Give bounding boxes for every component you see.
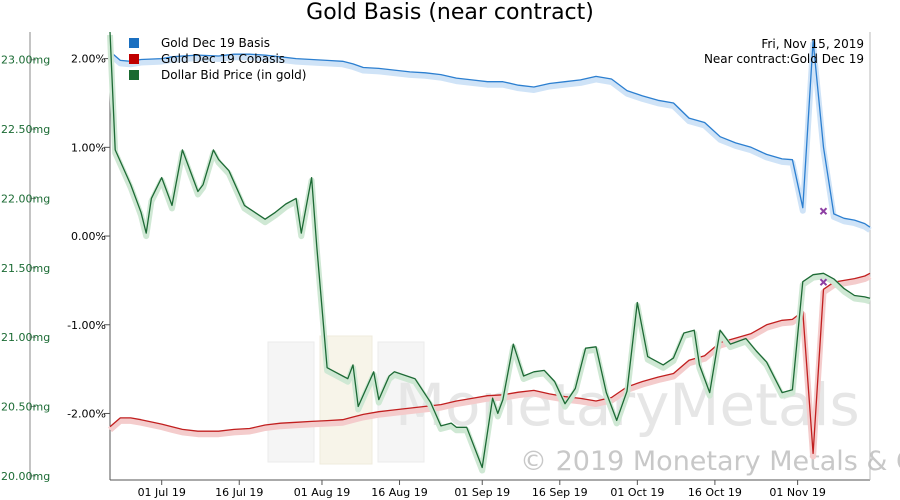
legend-label-dollar-bid: Dollar Bid Price (in gold) bbox=[161, 68, 306, 82]
x-marker-icon bbox=[819, 207, 828, 215]
x-tick-label: 16 Aug 19 bbox=[371, 486, 427, 499]
mg-tick-label: 21.50mg bbox=[1, 262, 50, 275]
mg-tick-label: 22.50mg bbox=[1, 123, 50, 136]
mg-tick-label: 22.00mg bbox=[1, 192, 50, 205]
chart-title: Gold Basis (near contract) bbox=[306, 0, 594, 25]
x-tick-label: 16 Jul 19 bbox=[215, 486, 263, 499]
series-line-dollar-bid bbox=[109, 31, 871, 469]
series-layer bbox=[107, 31, 872, 474]
legend-item-dollar-bid: Dollar Bid Price (in gold) bbox=[129, 68, 306, 82]
mg-axis-ticks: 23.00mg 22.50mg 22.00mg 21.50mg 21.00mg 20.50… bbox=[1, 54, 50, 483]
legend-label-cobasis: Gold Dec 19 Cobasis bbox=[161, 52, 285, 66]
watermark: MonetaryMetals © 2019 Monetary Metals & … bbox=[267, 335, 900, 477]
percent-tick-label: -1.00% bbox=[67, 319, 106, 332]
legend-swatch-cobasis bbox=[129, 54, 139, 64]
x-tick-label: 01 Sep 19 bbox=[454, 486, 510, 499]
info-contract: Near contract:Gold Dec 19 bbox=[704, 52, 864, 66]
x-tick-label: 01 Jul 19 bbox=[138, 486, 186, 499]
legend-item-cobasis: Gold Dec 19 Cobasis bbox=[129, 52, 285, 66]
percent-tick-label: 1.00% bbox=[71, 141, 106, 154]
x-tick-label: 01 Nov 19 bbox=[769, 486, 825, 499]
mg-tick-label: 23.00mg bbox=[1, 54, 50, 67]
x-marker-icon bbox=[819, 278, 828, 286]
legend-label-basis: Gold Dec 19 Basis bbox=[161, 36, 270, 50]
legend-swatch-basis bbox=[129, 38, 139, 48]
legend-swatch-dollar-bid bbox=[129, 70, 139, 80]
x-tick-label: 16 Sep 19 bbox=[532, 486, 588, 499]
x-tick-label: 16 Oct 19 bbox=[688, 486, 742, 499]
marker-layer bbox=[819, 207, 828, 286]
percent-axis-ticks: 2.00% 1.00% 0.00% -1.00% -2.00% bbox=[67, 53, 110, 420]
series-line-basis bbox=[109, 40, 871, 228]
x-axis-ticks: 01 Jul 19 16 Jul 19 01 Aug 19 16 Aug 19 01 S… bbox=[138, 480, 826, 499]
legend-item-basis: Gold Dec 19 Basis bbox=[129, 36, 270, 50]
x-tick-label: 01 Oct 19 bbox=[610, 486, 664, 499]
series-shadow-basis bbox=[108, 40, 872, 233]
mg-tick-label: 20.50mg bbox=[1, 400, 50, 413]
legend: Gold Dec 19 Basis Gold Dec 19 Cobasis Do… bbox=[129, 36, 306, 82]
mg-tick-label: 21.00mg bbox=[1, 331, 50, 344]
info-date: Fri, Nov 15, 2019 bbox=[761, 37, 864, 51]
percent-tick-label: 0.00% bbox=[71, 230, 106, 243]
percent-tick-label: -2.00% bbox=[67, 407, 106, 420]
mg-tick-label: 20.00mg bbox=[1, 470, 50, 483]
percent-tick-label: 2.00% bbox=[71, 53, 106, 66]
x-tick-label: 01 Aug 19 bbox=[294, 486, 350, 499]
watermark-copyright: © 2019 Monetary Metals & Co. bbox=[520, 446, 900, 477]
